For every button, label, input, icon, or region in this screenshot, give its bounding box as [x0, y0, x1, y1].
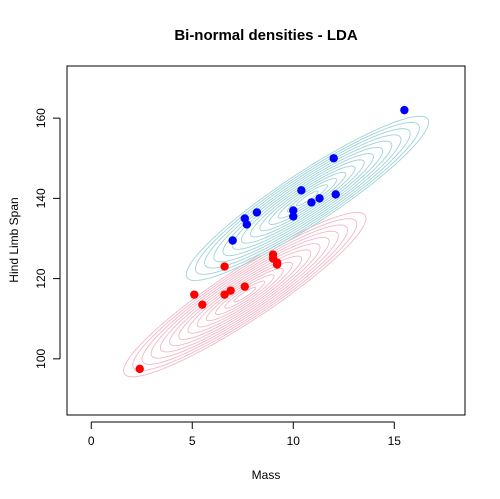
plot-frame	[66, 65, 466, 416]
density-contour-red	[123, 212, 367, 378]
data-point	[331, 190, 340, 199]
data-point	[135, 364, 144, 374]
density-contour-red	[169, 243, 321, 347]
data-point	[297, 186, 306, 195]
data-point	[198, 300, 207, 309]
chart-title: Bi-normal densities - LDA	[174, 27, 358, 44]
density-contour-red	[205, 268, 284, 322]
density-contour-blue	[286, 184, 328, 213]
density-contour-red	[215, 274, 275, 315]
density-contour-blue	[222, 140, 393, 257]
density-contours	[123, 115, 430, 378]
density-contour-blue	[268, 171, 347, 225]
x-tick-label: 15	[388, 434, 402, 448]
density-contour-blue	[277, 178, 338, 219]
y-tick-label: 120	[34, 268, 48, 288]
data-point	[252, 208, 262, 217]
density-contour-blue	[259, 165, 356, 232]
x-axis: 0 5 10 15	[88, 421, 402, 448]
x-axis-label: Mass	[252, 468, 281, 482]
x-tick-label: 5	[189, 434, 196, 448]
data-point	[400, 105, 409, 115]
density-contour-red	[132, 218, 358, 372]
data-point	[289, 212, 298, 221]
density-contour-blue	[213, 134, 402, 263]
density-contour-blue	[240, 153, 374, 244]
data-point	[220, 262, 229, 271]
y-tick-label: 100	[34, 349, 48, 369]
density-contour-red	[159, 236, 330, 353]
density-contour-blue	[250, 159, 365, 238]
density-contour-red	[141, 224, 349, 365]
data-point	[242, 220, 252, 229]
density-contour-red	[150, 230, 339, 359]
y-axis: 100 120 140 160	[34, 108, 61, 369]
density-contour-red	[196, 261, 293, 328]
density-contour-red	[178, 249, 312, 340]
density-contour-red	[233, 286, 257, 303]
density-contour-red	[187, 255, 303, 334]
data-point	[190, 290, 199, 299]
density-contour-blue	[194, 121, 420, 275]
data-points	[135, 105, 409, 374]
data-point	[272, 258, 282, 267]
density-contour-blue	[296, 190, 319, 207]
data-point	[289, 206, 298, 215]
data-point	[329, 154, 338, 163]
y-tick-label: 140	[34, 188, 48, 208]
data-point	[228, 236, 237, 245]
density-contour-blue	[204, 128, 411, 269]
y-tick-label: 160	[34, 108, 48, 128]
data-point	[240, 282, 249, 291]
data-point	[220, 290, 229, 299]
y-axis-label: Hind Limb Span	[7, 197, 21, 282]
x-tick-label: 0	[88, 434, 95, 448]
density-contour-blue	[185, 115, 430, 282]
data-point	[315, 194, 324, 203]
density-contour-blue	[231, 146, 384, 250]
x-tick-label: 10	[287, 434, 301, 448]
data-point	[226, 286, 235, 295]
data-point	[307, 198, 316, 207]
